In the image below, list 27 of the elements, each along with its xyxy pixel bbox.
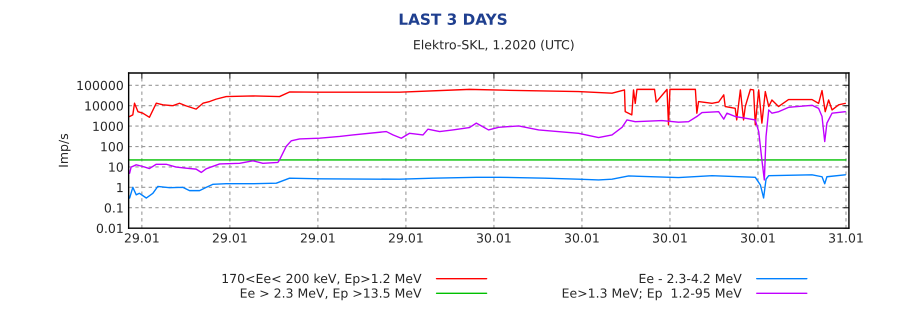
y-tick-label: 100000 — [77, 80, 123, 90]
x-tick-label: 29.01 — [388, 233, 423, 243]
y-tick-label: 10000 — [85, 101, 123, 111]
x-tick-label: 30.01 — [741, 233, 775, 243]
line-series — [128, 174, 846, 199]
chart-title: LAST 3 DAYS — [400, 13, 507, 25]
x-tick-label: 30.01 — [476, 233, 511, 243]
x-tick-label: 30.01 — [565, 233, 599, 243]
y-tick-label: 0.1 — [104, 203, 123, 213]
line-series — [128, 88, 846, 126]
y-tick-label: 100 — [101, 142, 123, 152]
x-tick-label: 29.01 — [300, 233, 335, 243]
y-tick-label: 10 — [109, 162, 123, 172]
line-series — [128, 104, 846, 181]
legend-label: Ee - 2.3-4.2 MeV — [640, 274, 742, 284]
x-tick-label: 29.01 — [124, 233, 159, 243]
legend-label: Ee > 2.3 MeV, Ep >13.5 MeV — [240, 288, 422, 300]
x-tick-label: 30.01 — [653, 233, 687, 243]
y-tick-label: 1000 — [93, 122, 123, 132]
legend-label: Ee>1.3 MeV; Ep 1.2-95 MeV — [562, 288, 742, 300]
x-tick-label: 29.01 — [212, 233, 247, 243]
x-tick-label: 31.01 — [829, 233, 863, 243]
y-tick-label: 0.01 — [96, 224, 123, 234]
legend-label: 170<Ee< 200 keV, Ep>1.2 MeV — [222, 274, 422, 286]
chart-subtitle: Elektro-SKL, 1.2020 (UTC) — [414, 40, 574, 51]
y-tick-label: 1 — [117, 182, 123, 192]
y-axis-title: Imp/s — [58, 134, 71, 167]
